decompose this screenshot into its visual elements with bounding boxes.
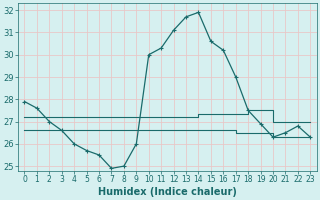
X-axis label: Humidex (Indice chaleur): Humidex (Indice chaleur)	[98, 187, 237, 197]
